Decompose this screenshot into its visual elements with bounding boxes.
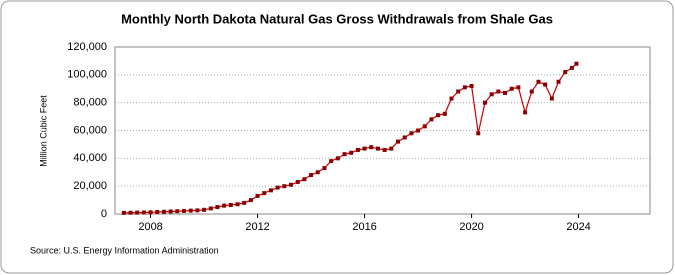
data-point xyxy=(262,191,267,196)
data-point xyxy=(309,173,314,178)
data-point xyxy=(469,83,474,88)
data-point xyxy=(168,209,173,214)
y-tick-label: 60,000 xyxy=(73,124,107,136)
data-point xyxy=(335,156,340,161)
chart-title: Monthly North Dakota Natural Gas Gross W… xyxy=(121,11,553,26)
y-tick-label: 120,000 xyxy=(67,41,107,53)
data-point xyxy=(442,111,447,116)
data-point xyxy=(409,131,414,136)
data-point xyxy=(235,202,240,207)
data-point xyxy=(496,89,501,94)
y-tick-label: 20,000 xyxy=(73,180,107,192)
data-point xyxy=(482,100,487,105)
data-point xyxy=(362,146,367,151)
data-point xyxy=(462,85,467,90)
data-line xyxy=(123,63,577,214)
data-point xyxy=(549,96,554,101)
data-point xyxy=(208,206,213,211)
data-point xyxy=(529,89,534,94)
data-point xyxy=(422,124,427,129)
plot-frame xyxy=(114,46,651,215)
data-point xyxy=(563,70,568,75)
data-point xyxy=(456,89,461,94)
data-point xyxy=(128,210,133,215)
data-point xyxy=(222,203,227,208)
data-point xyxy=(429,117,434,122)
x-tick-label: 2020 xyxy=(459,221,483,233)
data-point xyxy=(121,210,126,215)
data-point xyxy=(315,170,320,175)
y-tick-label: 80,000 xyxy=(73,97,107,109)
data-point xyxy=(569,65,574,70)
data-point xyxy=(509,86,514,91)
y-axis-label: Million Cubic Feet xyxy=(38,95,48,167)
data-point xyxy=(289,182,294,187)
data-point xyxy=(175,209,180,214)
data-point xyxy=(543,82,548,87)
data-point xyxy=(255,193,260,198)
data-point xyxy=(295,179,300,184)
y-tick-label: 40,000 xyxy=(73,152,107,164)
data-point xyxy=(375,146,380,151)
x-tick-label: 2008 xyxy=(138,221,162,233)
data-point xyxy=(389,146,394,151)
data-point xyxy=(489,92,494,97)
source: Source: U.S. Energy Information Administ… xyxy=(30,245,219,255)
data-point xyxy=(202,207,207,212)
data-point xyxy=(135,210,140,215)
data-point xyxy=(242,200,247,205)
data-point xyxy=(161,209,166,214)
data-point xyxy=(503,90,508,95)
data-point xyxy=(155,210,160,215)
data-point xyxy=(329,159,334,164)
x-tick-label: 2024 xyxy=(566,221,590,233)
x-tick-label: 2012 xyxy=(245,221,269,233)
data-point xyxy=(516,85,521,90)
data-point xyxy=(275,185,280,190)
data-point xyxy=(195,208,200,213)
data-point xyxy=(342,152,347,157)
data-point xyxy=(141,210,146,215)
data-point xyxy=(523,110,528,115)
data-point xyxy=(536,79,541,84)
data-point xyxy=(268,188,273,193)
data-point xyxy=(396,139,401,144)
data-point xyxy=(476,131,481,136)
data-point xyxy=(574,61,579,66)
data-point xyxy=(449,96,454,101)
data-point xyxy=(382,147,387,152)
data-point xyxy=(436,113,441,118)
x-tick-label: 2016 xyxy=(352,221,376,233)
data-point xyxy=(402,135,407,140)
data-point xyxy=(148,210,153,215)
data-point xyxy=(248,198,253,203)
data-point xyxy=(556,79,561,84)
data-point xyxy=(302,177,307,182)
y-tick-label: 100,000 xyxy=(67,69,107,81)
data-point xyxy=(416,128,421,133)
y-tick-label: 0 xyxy=(101,208,107,220)
data-point xyxy=(215,205,220,210)
data-point xyxy=(349,150,354,155)
data-point xyxy=(182,208,187,213)
data-point xyxy=(369,145,374,150)
data-point xyxy=(188,208,193,213)
data-point xyxy=(355,147,360,152)
data-point xyxy=(228,202,233,207)
data-point xyxy=(322,166,327,171)
data-point xyxy=(282,184,287,189)
